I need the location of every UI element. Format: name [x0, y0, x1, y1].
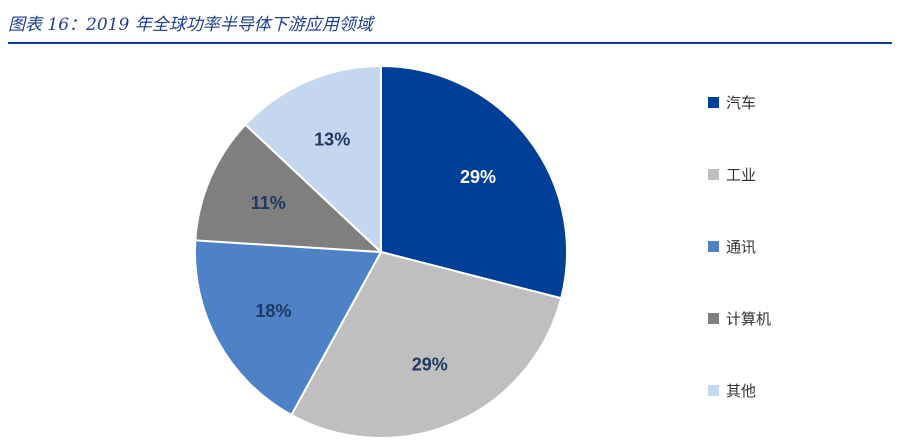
pie-slice-5 — [243, 64, 382, 255]
legend-label-1: 汽车 — [726, 94, 756, 112]
figure-title: 图表 16：2019 年全球功率半导体下游应用领域 — [8, 15, 373, 35]
pie-slice-4 — [194, 123, 384, 254]
legend-label-4: 计算机 — [726, 310, 771, 328]
legend-swatch-1 — [708, 97, 719, 108]
pie-slice-2 — [290, 250, 563, 439]
pie-slice-1 — [380, 64, 568, 300]
slice-value-label-1: 29% — [460, 167, 496, 187]
slice-value-label-3: 18% — [255, 301, 291, 321]
legend-label-5: 其他 — [726, 382, 756, 400]
slice-labels: 29% 29% 18% 11% 13% — [251, 129, 496, 374]
pie-slices — [194, 64, 568, 439]
slice-value-label-4: 11% — [251, 193, 286, 213]
pie-slice-3 — [194, 239, 383, 417]
legend-swatch-5 — [708, 385, 719, 396]
legend-label-3: 通讯 — [726, 238, 756, 256]
title-rule — [8, 42, 892, 44]
legend-swatch-3 — [708, 241, 719, 252]
legend-label-2: 工业 — [726, 166, 756, 184]
slice-value-label-5: 13% — [314, 129, 350, 149]
legend-swatch-2 — [708, 169, 719, 180]
slice-value-label-2: 29% — [412, 355, 448, 375]
legend-swatch-4 — [708, 313, 719, 324]
